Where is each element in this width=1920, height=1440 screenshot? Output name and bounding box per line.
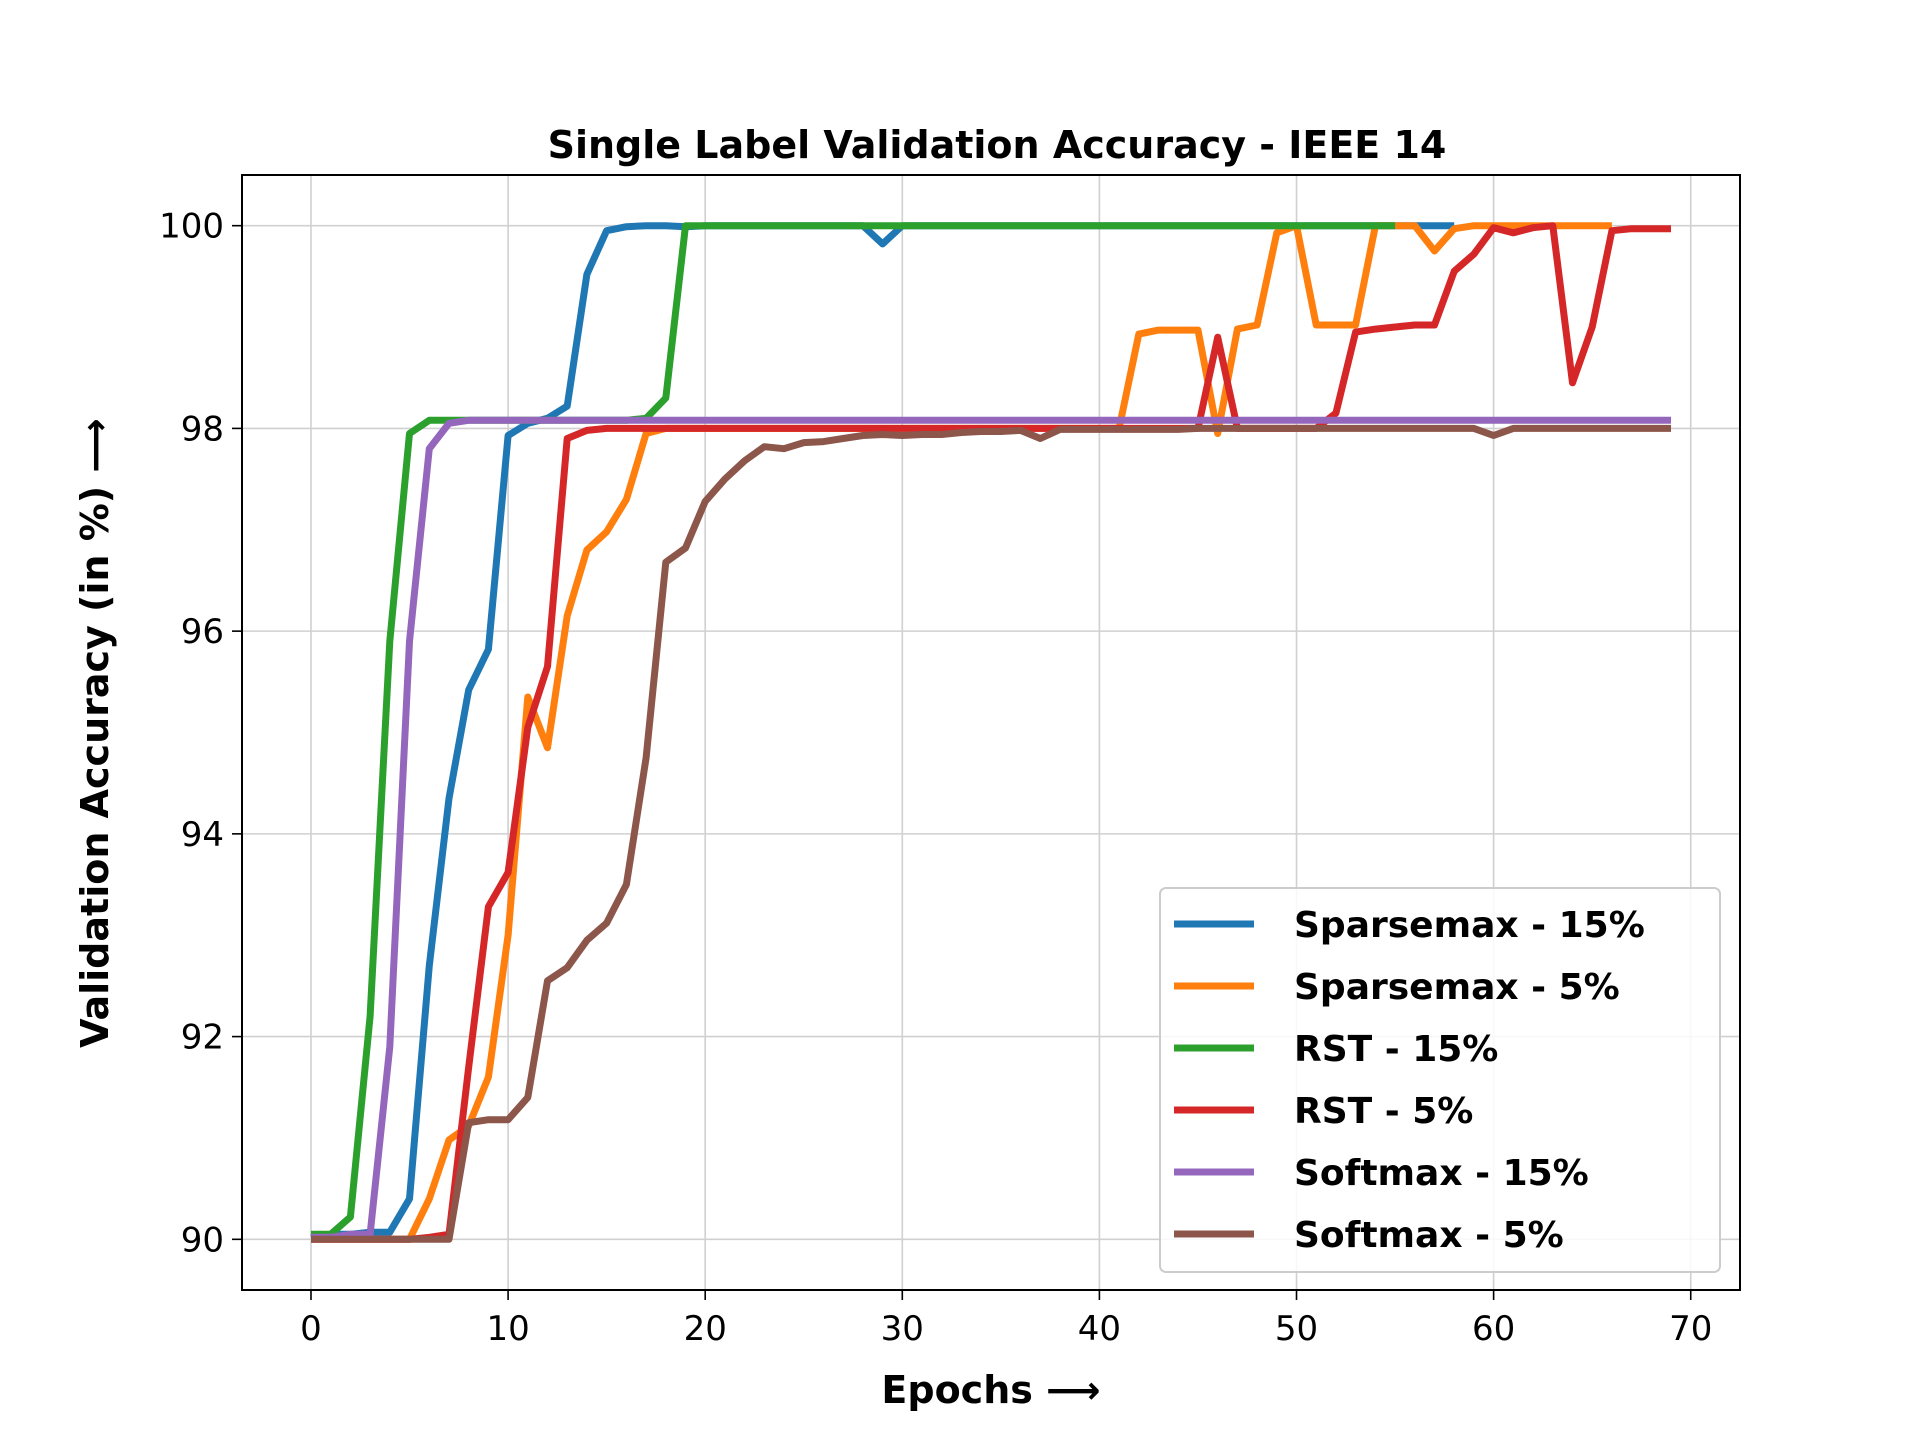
- axis-ticks: 0 10 20 30 40 50 60 70 90 92 94 96 98 100: [159, 207, 1712, 1349]
- series-lines: [310, 222, 1671, 1243]
- y-tick-label: 90: [181, 1220, 224, 1260]
- legend-label: Sparsemax - 5%: [1294, 967, 1620, 1008]
- x-tick-label: 50: [1275, 1309, 1318, 1349]
- x-tick-label: 0: [300, 1309, 322, 1349]
- plot-area-frame: [241, 174, 1741, 1291]
- x-tick-label: 20: [684, 1309, 727, 1349]
- y-tick-label: 100: [159, 207, 224, 247]
- legend-label: Sparsemax - 15%: [1294, 905, 1645, 946]
- x-tick-label: 10: [486, 1309, 529, 1349]
- chart-title: Single Label Validation Accuracy - IEEE …: [548, 123, 1447, 167]
- legend-label: Softmax - 5%: [1294, 1215, 1564, 1256]
- legend-label: RST - 15%: [1294, 1029, 1498, 1070]
- legend-label: RST - 5%: [1294, 1091, 1473, 1132]
- x-tick-label: 70: [1669, 1309, 1712, 1349]
- y-tick-label: 94: [181, 815, 224, 855]
- y-axis-label: Validation Accuracy (in %) ⟶: [73, 418, 117, 1048]
- x-tick-label: 40: [1078, 1309, 1121, 1349]
- y-tick-label: 98: [181, 409, 224, 449]
- legend-label: Softmax - 15%: [1294, 1153, 1589, 1194]
- series-line-4: [311, 416, 1671, 1241]
- x-tick-label: 30: [881, 1309, 924, 1349]
- legend: Sparsemax - 15% Sparsemax - 5% RST - 15% RS…: [1159, 887, 1721, 1273]
- legend-box: [1159, 887, 1721, 1273]
- x-axis-label: Epochs ⟶: [881, 1368, 1100, 1412]
- y-tick-label: 92: [181, 1018, 224, 1058]
- y-tick-label: 96: [181, 612, 224, 652]
- x-tick-label: 60: [1472, 1309, 1515, 1349]
- series-line-5: [311, 424, 1671, 1243]
